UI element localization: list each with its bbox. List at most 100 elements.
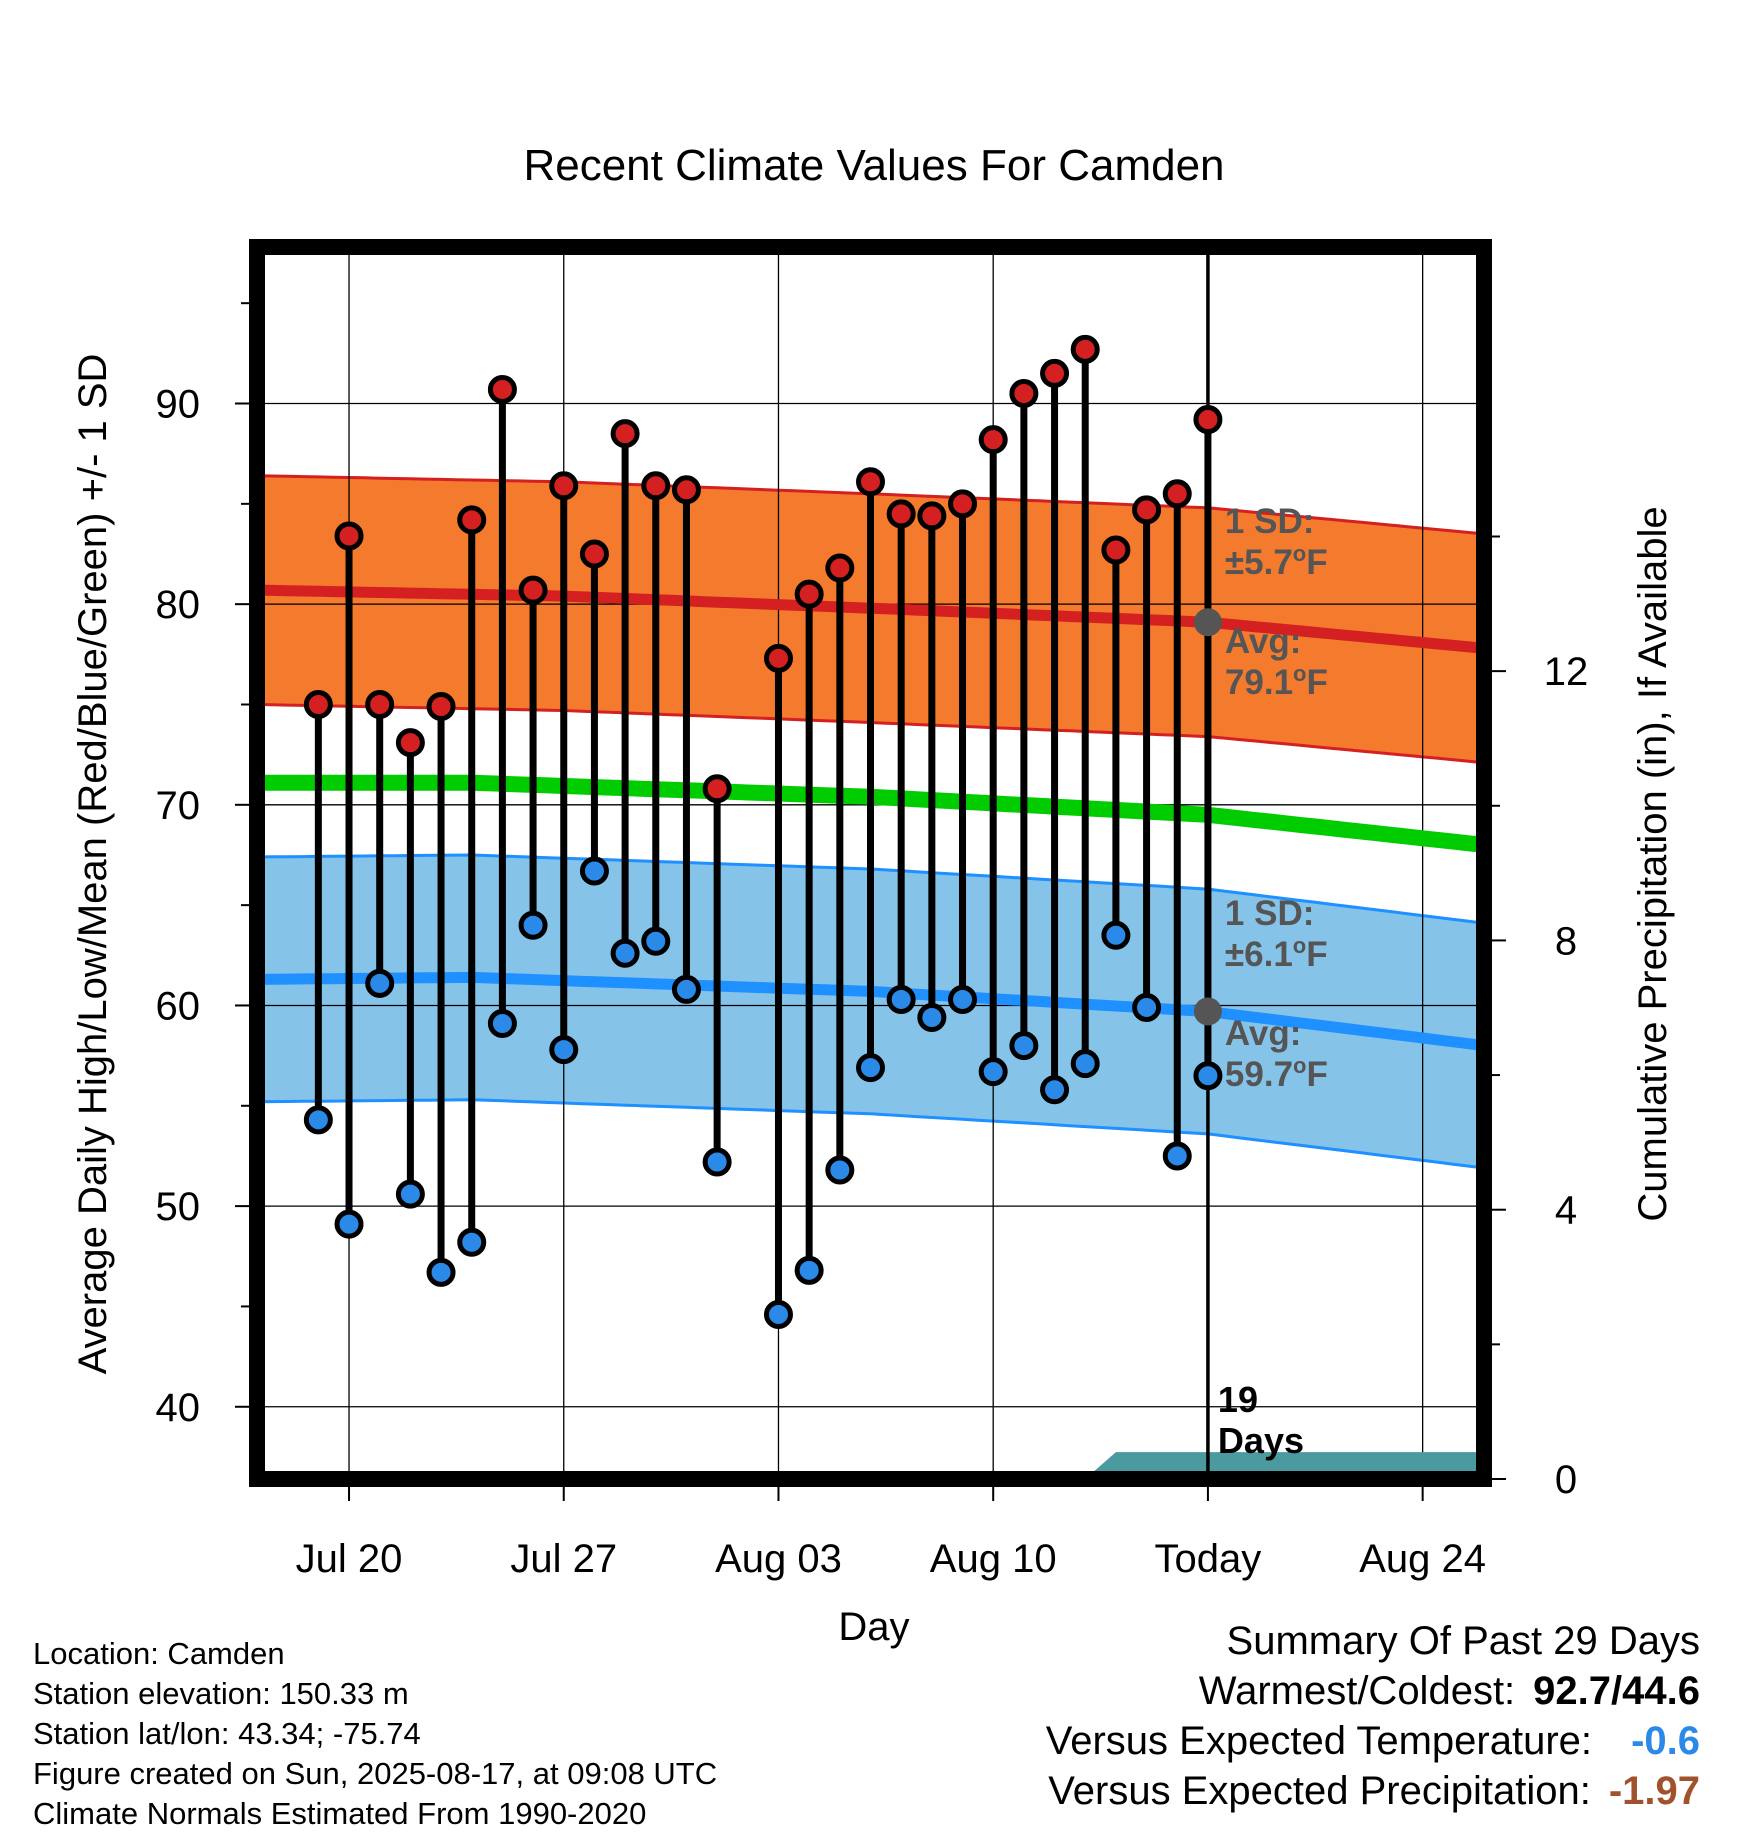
high-point	[917, 501, 947, 531]
high-point	[978, 425, 1008, 455]
created-text: Figure created on Sun, 2025-08-17, at 09…	[33, 1756, 718, 1791]
low-point	[334, 1209, 364, 1239]
high-point	[426, 691, 456, 721]
y-axis-title: Average Daily High/Low/Mean (Red/Blue/Gr…	[71, 354, 115, 1375]
low-point	[518, 910, 548, 940]
low-avg-label: Avg:	[1225, 1014, 1301, 1053]
high-point	[1132, 495, 1162, 525]
low-point	[579, 856, 609, 886]
y-tick-label: 50	[156, 1185, 201, 1229]
y-tick-label: 70	[156, 784, 201, 828]
location-text: Location: Camden	[33, 1636, 285, 1671]
high-point	[610, 419, 640, 449]
y2-tick-label: 4	[1555, 1189, 1577, 1233]
summary-panel: Summary Of Past 29 Days Warmest/Coldest:…	[1046, 1616, 1700, 1816]
high-point	[303, 689, 333, 719]
high-point	[549, 471, 579, 501]
low-sd-value: ±6.1oF	[1225, 933, 1328, 974]
low-point	[549, 1035, 579, 1065]
low-point	[1193, 1061, 1223, 1091]
low-point	[948, 984, 978, 1014]
y-tick-label: 60	[156, 984, 201, 1028]
latlon-text: Station lat/lon: 43.34; -75.74	[33, 1716, 421, 1751]
high-point	[1070, 334, 1100, 364]
high-point	[641, 471, 671, 501]
plot-border	[249, 239, 1492, 1487]
y2-tick-label: 8	[1555, 919, 1577, 963]
high-avg-label: Avg:	[1225, 622, 1301, 661]
high-point	[886, 499, 916, 529]
high-point	[395, 728, 425, 758]
high-point	[457, 505, 487, 535]
x-tick-label: Jul 20	[296, 1537, 403, 1581]
low-point	[763, 1299, 793, 1329]
days-count: 19	[1218, 1379, 1258, 1420]
high-point	[671, 475, 701, 505]
high-sd-value: ±5.7oF	[1225, 541, 1328, 582]
y-tick-label: 40	[156, 1386, 201, 1430]
y-tick-label: 80	[156, 583, 201, 627]
high-point	[1101, 535, 1131, 565]
high-point	[856, 467, 885, 497]
x-tick-label: Aug 10	[930, 1537, 1057, 1581]
high-point	[334, 521, 364, 551]
axes: 40 50 60 70 80 90 0 4 8 12 Jul 20 Jul 27 Aug 03 Aug 1…	[71, 302, 1675, 1649]
low-point	[917, 1003, 947, 1033]
low-point	[794, 1255, 824, 1285]
low-sd-label: 1 SD:	[1225, 894, 1314, 933]
low-avg-value: 59.7oF	[1225, 1053, 1328, 1094]
x-tick-label: Aug 24	[1359, 1537, 1486, 1581]
low-point	[1101, 920, 1131, 950]
high-point	[794, 579, 824, 609]
high-point	[1040, 358, 1070, 388]
high-point	[518, 575, 548, 605]
high-point	[825, 553, 855, 583]
x-tick-label: Jul 27	[510, 1537, 617, 1581]
high-avg-value: 79.1oF	[1225, 661, 1328, 702]
low-point	[395, 1179, 425, 1209]
normals-text: Climate Normals Estimated From 1990-2020	[33, 1796, 647, 1831]
high-point	[1162, 479, 1192, 509]
high-point	[1193, 405, 1223, 435]
high-point	[579, 539, 609, 569]
days-word: Days	[1218, 1420, 1304, 1461]
high-point	[702, 774, 732, 804]
low-point	[825, 1155, 855, 1185]
low-point	[856, 1053, 885, 1083]
low-point	[610, 938, 640, 968]
low-point	[1070, 1049, 1100, 1079]
low-point	[978, 1057, 1008, 1087]
low-point	[303, 1105, 333, 1135]
temp-anomaly-label: Versus Expected Temperature:	[1045, 1719, 1592, 1763]
low-sd-band-lower-edge	[256, 1098, 1485, 1170]
low-avg-marker	[1193, 997, 1222, 1026]
precip-anomaly-label: Versus Expected Precipitation:	[1048, 1769, 1591, 1813]
elevation-text: Station elevation: 150.33 m	[33, 1676, 409, 1711]
low-point	[641, 926, 671, 956]
y-tick-label: 90	[156, 383, 201, 427]
station-info: Location: Camden Station elevation: 150.…	[33, 1634, 717, 1834]
chart-title: Recent Climate Values For Camden	[523, 141, 1224, 190]
high-point	[1009, 378, 1039, 408]
warmest-coldest-label: Warmest/Coldest:	[1198, 1669, 1516, 1713]
warmest-coldest-row: Warmest/Coldest: 92.7/44.6	[1046, 1666, 1700, 1716]
x-axis-title: Day	[838, 1605, 909, 1649]
low-point	[1009, 1031, 1039, 1061]
low-point	[1162, 1141, 1192, 1171]
high-avg-marker	[1193, 608, 1222, 637]
x-tick-label: Aug 03	[715, 1537, 842, 1581]
low-point	[886, 984, 916, 1014]
y2-axis-title: Cumulative Precipitation (in), If Availa…	[1631, 506, 1675, 1221]
temp-anomaly-row: Versus Expected Temperature: -0.6	[1046, 1716, 1700, 1766]
low-point	[671, 974, 701, 1004]
temp-anomaly-value: -0.6	[1631, 1719, 1700, 1763]
high-sd-label: 1 SD:	[1225, 502, 1314, 541]
high-point	[948, 489, 978, 519]
warmest-coldest-value: 92.7/44.6	[1533, 1669, 1700, 1713]
plot-frame	[249, 239, 1492, 1487]
high-point	[763, 643, 793, 673]
observed-values	[303, 247, 1223, 1479]
low-point	[702, 1147, 732, 1177]
